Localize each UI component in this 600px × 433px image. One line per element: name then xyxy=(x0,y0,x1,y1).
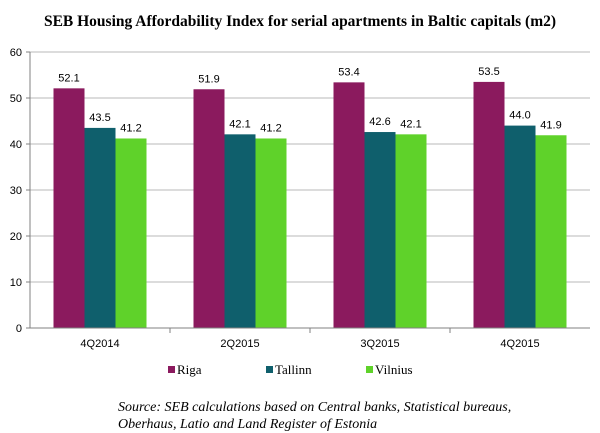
data-label: 42.1 xyxy=(400,118,421,130)
bars xyxy=(53,81,567,329)
legend-swatch-riga xyxy=(168,366,175,373)
legend-swatch-tallinn xyxy=(266,366,273,373)
y-tick-label: 30 xyxy=(10,185,22,197)
bar-riga xyxy=(53,88,85,328)
source-note-line-2: Oberhaus, Latio and Land Register of Est… xyxy=(118,417,378,432)
data-label: 42.1 xyxy=(229,118,250,130)
legend: Riga Tallinn Vilnius xyxy=(168,362,413,377)
legend-label-tallinn: Tallinn xyxy=(275,362,312,377)
bar-chart: 0 10 20 30 40 50 60 52.1 43.5 41.2 51.9 42.1 41.2 53… xyxy=(10,47,590,377)
data-label: 53.4 xyxy=(338,66,359,78)
y-tick-label: 60 xyxy=(10,47,22,59)
x-tick-label: 2Q2015 xyxy=(220,338,259,350)
y-axis-ticks: 0 10 20 30 40 50 60 xyxy=(10,47,22,335)
chart-title: SEB Housing Affordability Index for seri… xyxy=(43,13,557,30)
data-label: 43.5 xyxy=(89,112,110,124)
y-tick-label: 0 xyxy=(16,323,22,335)
y-tick-label: 20 xyxy=(10,231,22,243)
bar-tallinn xyxy=(364,132,396,328)
bar-vilnius xyxy=(255,138,287,328)
bar-riga xyxy=(193,89,225,328)
bar-tallinn xyxy=(224,134,256,328)
legend-label-riga: Riga xyxy=(177,362,202,377)
bar-vilnius xyxy=(395,134,427,328)
bar-vilnius xyxy=(115,138,147,328)
x-axis-ticks: 4Q2014 2Q2015 3Q2015 4Q2015 xyxy=(80,338,539,350)
data-labels: 52.1 43.5 41.2 51.9 42.1 41.2 53.4 42.6 42.1 53.5… xyxy=(58,66,561,135)
data-label: 53.5 xyxy=(478,66,499,78)
source-note-line-1: Source: SEB calculations based on Centra… xyxy=(118,400,512,415)
bar-riga xyxy=(333,82,365,328)
data-label: 42.6 xyxy=(369,116,390,128)
data-label: 41.9 xyxy=(540,119,561,131)
bar-riga xyxy=(473,81,505,329)
bar-tallinn xyxy=(504,125,536,328)
x-tick-label: 4Q2014 xyxy=(80,338,119,350)
data-label: 41.2 xyxy=(260,122,281,134)
x-tick-label: 4Q2015 xyxy=(500,338,539,350)
data-label: 44.0 xyxy=(509,110,530,122)
bar-tallinn xyxy=(84,127,116,329)
y-tick-label: 10 xyxy=(10,277,22,289)
legend-label-vilnius: Vilnius xyxy=(375,362,413,377)
data-label: 51.9 xyxy=(198,73,219,85)
data-label: 52.1 xyxy=(58,72,79,84)
bar-vilnius xyxy=(535,135,567,328)
data-label: 41.2 xyxy=(120,122,141,134)
legend-swatch-vilnius xyxy=(366,366,373,373)
y-tick-label: 40 xyxy=(10,139,22,151)
axes xyxy=(26,51,590,333)
x-tick-label: 3Q2015 xyxy=(360,338,399,350)
y-tick-label: 50 xyxy=(10,93,22,105)
